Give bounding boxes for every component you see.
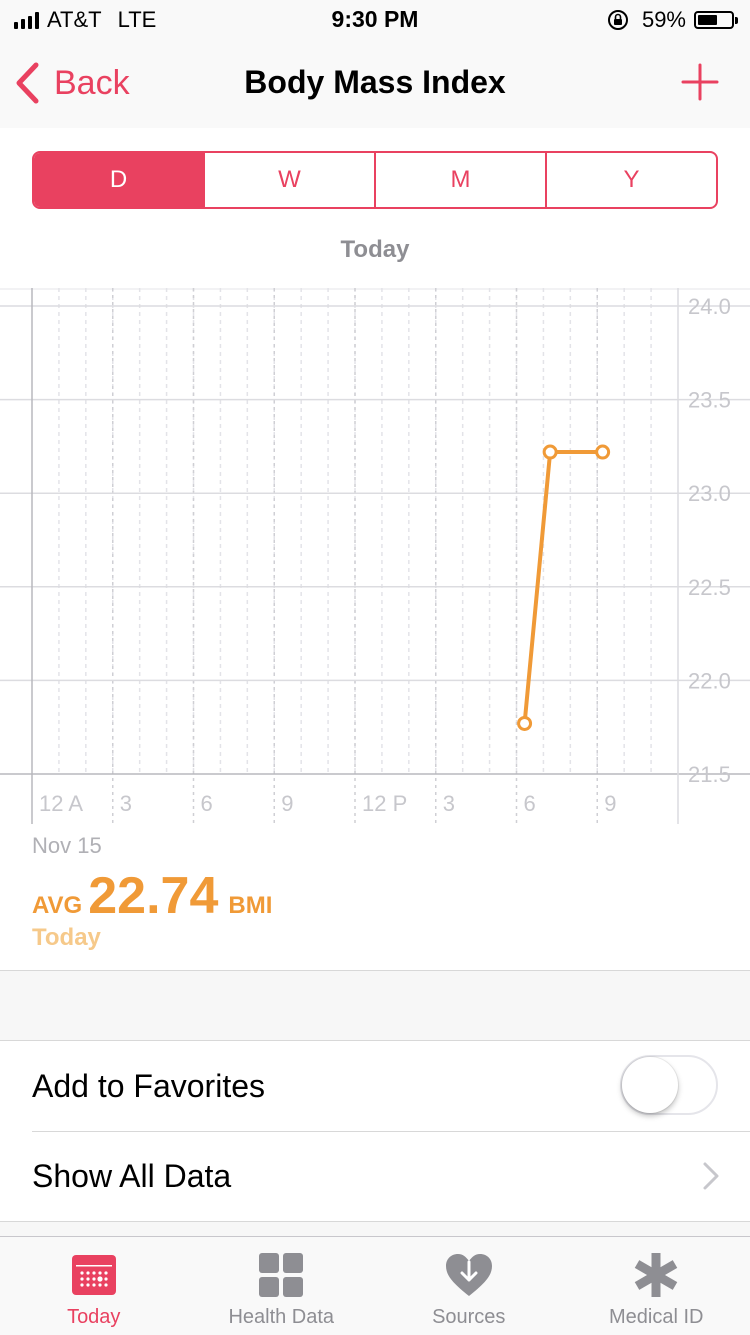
grid-icon bbox=[258, 1252, 304, 1298]
x-tick-label: 6 bbox=[524, 791, 536, 816]
avg-value: 22.74 bbox=[88, 866, 218, 926]
tab-health-data[interactable]: Health Data bbox=[188, 1237, 376, 1335]
battery-fill bbox=[698, 15, 717, 25]
show-all-data-label: Show All Data bbox=[32, 1158, 231, 1195]
data-point bbox=[519, 717, 531, 729]
x-tick-label: 12 A bbox=[39, 791, 83, 816]
data-point bbox=[597, 446, 609, 458]
segment-week[interactable]: W bbox=[205, 153, 376, 207]
rotation-lock-icon bbox=[606, 8, 630, 32]
status-bar: AT&T LTE 9:30 PM 59% bbox=[0, 0, 750, 40]
y-tick-label: 22.0 bbox=[688, 668, 731, 693]
average-summary: AVG 22.74 BMI bbox=[32, 866, 272, 926]
page-title: Body Mass Index bbox=[0, 64, 750, 101]
favorites-toggle[interactable] bbox=[620, 1055, 718, 1115]
y-tick-label: 23.0 bbox=[688, 481, 731, 506]
avg-unit: BMI bbox=[228, 892, 272, 920]
tab-today[interactable]: Today bbox=[0, 1237, 188, 1335]
segment-month[interactable]: M bbox=[376, 153, 547, 207]
show-all-data-row[interactable]: Show All Data bbox=[32, 1131, 750, 1221]
range-label: Today bbox=[0, 236, 750, 264]
add-to-favorites-row: Add to Favorites bbox=[32, 1041, 750, 1132]
add-to-favorites-label: Add to Favorites bbox=[32, 1068, 265, 1105]
battery-icon bbox=[694, 11, 734, 29]
toggle-knob bbox=[622, 1057, 678, 1113]
tab-medical-id-label: Medical ID bbox=[609, 1306, 703, 1329]
x-tick-label: 3 bbox=[443, 791, 455, 816]
x-tick-label: 9 bbox=[281, 791, 293, 816]
options-list: Add to Favorites Show All Data bbox=[0, 1040, 750, 1222]
add-data-button[interactable] bbox=[680, 62, 720, 107]
y-tick-label: 22.5 bbox=[688, 575, 731, 600]
y-tick-label: 23.5 bbox=[688, 388, 731, 413]
segment-day[interactable]: D bbox=[34, 153, 205, 207]
bmi-chart[interactable]: 24.0 23.5 23.0 22.5 22.0 21.5 12 A 3 6 9 12 P 3 6 9 bbox=[0, 288, 750, 828]
x-tick-label: 6 bbox=[201, 791, 213, 816]
tab-bar: Today Health Data Sources bbox=[0, 1236, 750, 1335]
chart-date: Nov 15 bbox=[32, 833, 102, 859]
segment-year[interactable]: Y bbox=[547, 153, 716, 207]
data-point bbox=[544, 446, 556, 458]
calendar-icon bbox=[71, 1252, 117, 1298]
battery-percent: 59% bbox=[642, 7, 686, 33]
tab-today-label: Today bbox=[67, 1306, 120, 1329]
heart-download-icon bbox=[444, 1252, 494, 1298]
tab-sources-label: Sources bbox=[432, 1306, 505, 1329]
x-tick-label: 9 bbox=[604, 791, 616, 816]
x-tick-label: 3 bbox=[120, 791, 132, 816]
asterisk-icon bbox=[632, 1251, 680, 1299]
avg-label: AVG bbox=[32, 892, 82, 920]
x-tick-label: 12 P bbox=[362, 791, 407, 816]
status-right: 59% bbox=[606, 6, 734, 34]
y-tick-label: 21.5 bbox=[688, 762, 731, 787]
period-segmented-control: D W M Y bbox=[32, 151, 718, 209]
navigation-bar: Back Body Mass Index bbox=[0, 40, 750, 129]
chevron-right-icon bbox=[702, 1161, 720, 1191]
plus-icon bbox=[680, 62, 720, 102]
tab-medical-id[interactable]: Medical ID bbox=[563, 1237, 750, 1335]
y-tick-label: 24.0 bbox=[688, 294, 731, 319]
tab-sources[interactable]: Sources bbox=[375, 1237, 563, 1335]
avg-period: Today bbox=[32, 924, 101, 952]
tab-health-data-label: Health Data bbox=[228, 1306, 334, 1329]
